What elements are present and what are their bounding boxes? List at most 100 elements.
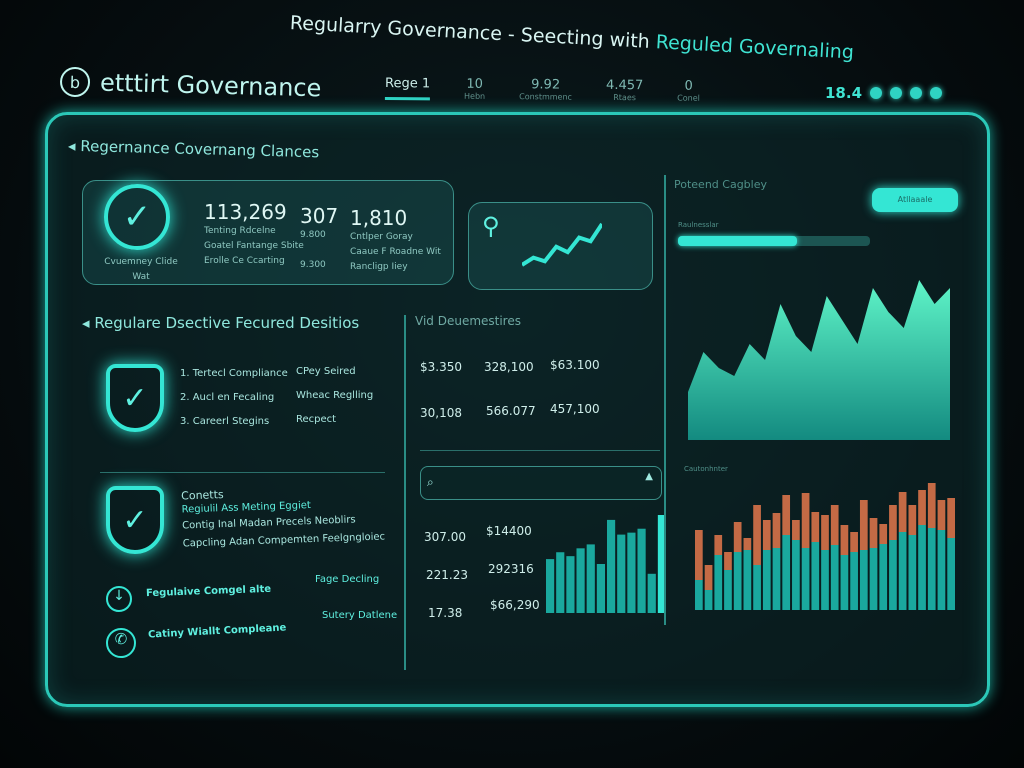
tab-sub: Rtaes — [613, 92, 636, 103]
shield-check-icon: ✓ — [106, 364, 164, 432]
primary-button[interactable]: Atllaaale — [872, 188, 958, 212]
nav-tabs: Rege 1 10 Hebn 9.92 Constmmenc 4.457 Rtaes … — [384, 76, 700, 103]
directive-item[interactable]: 3. Careerl Stegins — [180, 410, 288, 434]
stacked-bar-teal — [811, 542, 820, 610]
window-title: Regularry Governance - Seecting with Reg… — [289, 12, 854, 64]
stacked-bar-teal — [947, 538, 955, 610]
tab-label: 0 — [684, 78, 693, 94]
mini-bar — [627, 532, 636, 613]
stat-line: Rancligp Iiey — [350, 262, 408, 272]
stacked-bar-orange — [695, 530, 703, 580]
directive-status-list: CPey Seired Wheac Reglling Recpect — [296, 360, 373, 432]
tab-label: Rege 1 — [384, 76, 431, 92]
mini-bar — [596, 564, 605, 613]
stacked-bar-teal — [918, 525, 926, 610]
tab-page-1[interactable]: Rege 1 — [384, 76, 431, 101]
progress-fill — [678, 236, 798, 246]
link-action[interactable]: Fage Decling — [315, 574, 380, 585]
stacked-bar-teal — [724, 570, 732, 610]
stat-line: Tenting Rdcelne — [204, 226, 276, 236]
stat-line: 9.800 — [300, 230, 326, 240]
value-cell: $14400 — [486, 524, 532, 538]
column-divider — [664, 175, 666, 625]
value-cell: 17.38 — [428, 606, 463, 620]
trend-card — [468, 202, 653, 290]
stacked-bar-teal — [879, 544, 888, 610]
mini-bar — [637, 528, 646, 613]
stacked-bar-teal — [782, 535, 791, 610]
stacked-bar-teal — [869, 548, 878, 610]
stacked-bar-teal — [821, 550, 829, 610]
stacked-bar-orange — [801, 493, 810, 548]
status-dot — [890, 87, 903, 99]
value-cell: 457,100 — [550, 402, 600, 416]
status-dot — [870, 87, 883, 99]
stacked-bar-orange — [743, 538, 752, 550]
search-input[interactable]: ⌕ ▲ — [420, 466, 662, 500]
stacked-bar-orange — [792, 520, 800, 540]
stacked-bar-orange — [821, 515, 829, 550]
stacked-bar-orange — [927, 483, 936, 528]
stacked-bar-teal — [801, 548, 810, 610]
value-cell: $3.350 — [420, 360, 462, 374]
value-cell: $63.100 — [550, 358, 600, 372]
value-cell: 566.077 — [486, 404, 536, 418]
check-circle-icon: ✓ — [104, 184, 170, 250]
tab-label: 10 — [466, 76, 484, 92]
stacked-bar-orange — [889, 505, 897, 540]
tab-rtaes[interactable]: 4.457 Rtaes — [606, 78, 643, 102]
mini-bar — [556, 552, 565, 613]
stat-line: Caaue F Roadne Wit — [350, 247, 441, 257]
tab-conel[interactable]: 0 Conel — [677, 79, 700, 103]
stacked-bar-teal — [927, 528, 936, 610]
stacked-bar-orange — [811, 512, 820, 542]
value-cell: 292316 — [488, 562, 534, 576]
divider — [420, 450, 660, 451]
value-cell: 30,108 — [420, 406, 462, 420]
tab-constmmenc[interactable]: 9.92 Constmmenc — [519, 77, 572, 101]
values-title: Vid Deuemestires — [415, 314, 521, 328]
directives-title-text: Regulare Dsective Fecured Desitios — [94, 314, 360, 332]
stacked-bar-orange — [918, 490, 926, 525]
link-compliance[interactable]: Fegulaive Comgel alte — [145, 583, 272, 600]
status-dot — [930, 87, 943, 99]
stat-line: Erolle Ce Ccarting — [204, 256, 285, 266]
download-icon[interactable]: ↓ — [106, 586, 132, 612]
stat-value: 113,269 — [204, 200, 287, 224]
app-name: etttirt Governance — [99, 68, 322, 103]
mini-bar — [647, 573, 656, 613]
stat-2: 307 9.800 9.300 — [300, 204, 338, 273]
stacked-bar-orange — [753, 505, 761, 565]
stacked-bar-teal — [772, 548, 781, 610]
stacked-chart-label: Cautonhnter — [684, 465, 728, 473]
stat-line: Cntlper Goray — [350, 232, 413, 242]
progress-bar — [678, 236, 870, 246]
stacked-bar-orange — [898, 492, 907, 532]
stacked-bar-teal — [830, 545, 839, 610]
stacked-bar-teal — [908, 535, 917, 610]
stacked-bar-teal — [714, 555, 723, 610]
search-icon: ⌕ — [427, 475, 434, 489]
stacked-bar-teal — [937, 530, 946, 610]
stacked-bar-teal — [850, 552, 858, 610]
phone-icon[interactable]: ✆ — [106, 628, 136, 658]
tab-hebn[interactable]: 10 Hebn — [464, 77, 485, 101]
directive-label: 1. Tertecl Compliance — [180, 368, 288, 379]
tab-label: 4.457 — [606, 77, 644, 94]
chevron-up-icon[interactable]: ▲ — [645, 471, 653, 482]
stacked-bar-orange — [908, 505, 917, 535]
stat-line: 9.300 — [300, 260, 326, 270]
tab-sub: Hebn — [464, 91, 486, 101]
status-value: 18.4 — [825, 84, 863, 102]
lightbulb-icon: ⚲ — [482, 212, 500, 240]
stacked-bar-orange — [937, 500, 946, 530]
stacked-bar-orange — [733, 522, 742, 552]
stacked-bar-orange — [782, 495, 791, 535]
link-action[interactable]: Sutery Datlene — [322, 610, 398, 621]
value-cell: $66,290 — [490, 598, 540, 612]
status-indicators: 18.4 — [825, 84, 943, 102]
directive-item[interactable]: 2. Aucl en Fecaling — [180, 386, 288, 410]
directive-item[interactable]: 1. Tertecl Compliance — [180, 362, 288, 386]
mini-bar — [576, 548, 585, 613]
app-logo[interactable]: b etttirt Governance — [59, 66, 322, 104]
